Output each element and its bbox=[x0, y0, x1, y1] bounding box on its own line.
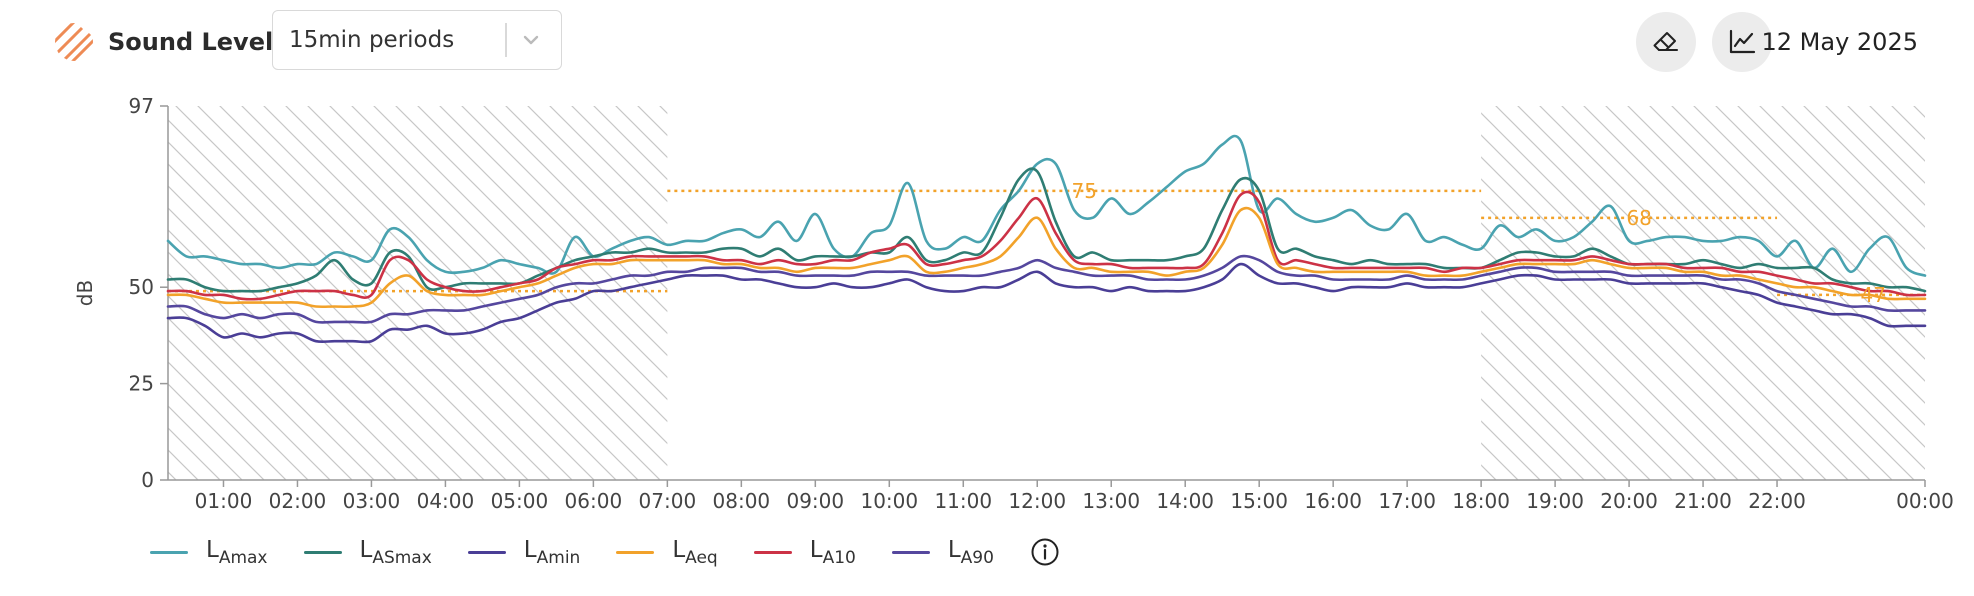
legend-swatch bbox=[753, 550, 792, 554]
chart-view-button[interactable] bbox=[1712, 12, 1772, 72]
y-tick-label: 25 bbox=[129, 372, 154, 396]
x-tick-label: 00:00 bbox=[1896, 489, 1954, 513]
legend-label: LASmax bbox=[359, 536, 432, 568]
series-la10 bbox=[166, 190, 1927, 301]
x-tick-label: 12:00 bbox=[1008, 489, 1066, 513]
x-tick-label: 10:00 bbox=[860, 489, 918, 513]
series-lamax bbox=[166, 134, 1927, 277]
legend: LAmax LASmax LAmin LAeq LA10 LA90 bbox=[150, 530, 1060, 574]
hatched-period-0 bbox=[168, 106, 668, 480]
select-divider bbox=[505, 23, 507, 57]
x-tick-label: 13:00 bbox=[1082, 489, 1140, 513]
x-tick-label: 01:00 bbox=[195, 489, 253, 513]
series-lamin bbox=[166, 262, 1927, 344]
x-tick-label: 22:00 bbox=[1748, 489, 1806, 513]
x-tick-label: 21:00 bbox=[1674, 489, 1732, 513]
limit-label: 68 bbox=[1626, 206, 1651, 230]
series-la90 bbox=[166, 254, 1927, 324]
legend-item-a10[interactable]: LA10 bbox=[753, 536, 856, 568]
app-title: Sound Levels bbox=[108, 28, 288, 56]
x-tick-label: 14:00 bbox=[1156, 489, 1214, 513]
x-tick-label: 05:00 bbox=[491, 489, 549, 513]
x-tick-label: 03:00 bbox=[343, 489, 401, 513]
legend-swatch bbox=[303, 550, 342, 554]
legend-swatch bbox=[616, 550, 655, 554]
limit-label: 75 bbox=[1072, 179, 1097, 203]
info-icon[interactable] bbox=[1030, 537, 1060, 567]
limit-label: 47 bbox=[1860, 283, 1885, 307]
legend-label: LA90 bbox=[947, 536, 994, 568]
sound-levels-chart: 0 25 50 97 01:00 02:00 03:00 04:00 05:00 06:00 07:… bbox=[73, 94, 1954, 513]
x-tick-label: 06:00 bbox=[565, 489, 623, 513]
x-tick-label: 02:00 bbox=[269, 489, 327, 513]
legend-label: LAmin bbox=[523, 536, 581, 568]
y-axis-label: dB bbox=[73, 280, 97, 306]
x-tick-label: 08:00 bbox=[713, 489, 771, 513]
x-tick-label: 19:00 bbox=[1526, 489, 1584, 513]
line-chart-icon bbox=[1729, 29, 1756, 54]
hatched-circle-logo bbox=[55, 23, 93, 61]
legend-item-amin[interactable]: LAmin bbox=[467, 536, 581, 568]
x-tick-label: 18:00 bbox=[1452, 489, 1510, 513]
legend-label: LA10 bbox=[809, 536, 856, 568]
x-tick-label: 07:00 bbox=[639, 489, 697, 513]
legend-label: LAeq bbox=[672, 536, 718, 568]
legend-item-asmax[interactable]: LASmax bbox=[303, 536, 432, 568]
period-select[interactable]: 15min periods bbox=[272, 10, 562, 70]
x-tick-label: 16:00 bbox=[1304, 489, 1362, 513]
legend-swatch bbox=[467, 550, 506, 554]
y-tick-label: 50 bbox=[129, 275, 154, 299]
x-tick-label: 15:00 bbox=[1230, 489, 1288, 513]
hatched-period-1 bbox=[1481, 106, 1925, 480]
x-tick-label: 17:00 bbox=[1378, 489, 1436, 513]
x-tick-label: 20:00 bbox=[1600, 489, 1658, 513]
clear-button[interactable] bbox=[1636, 12, 1696, 72]
legend-swatch bbox=[150, 550, 188, 554]
legend-item-aeq[interactable]: LAeq bbox=[616, 536, 718, 568]
chevron-down-icon[interactable] bbox=[519, 28, 543, 52]
period-select-value: 15min periods bbox=[289, 27, 455, 53]
legend-item-amax[interactable]: LAmax bbox=[150, 537, 268, 568]
x-tick-label: 04:00 bbox=[417, 489, 475, 513]
x-tick-label: 09:00 bbox=[786, 489, 844, 513]
legend-label: LAmax bbox=[206, 536, 268, 568]
date-label: 12 May 2025 bbox=[1761, 28, 1919, 56]
y-tick-label: 97 bbox=[129, 94, 154, 118]
x-tick-label: 11:00 bbox=[934, 489, 992, 513]
eraser-icon bbox=[1653, 32, 1678, 51]
toolbar: Sound Levels 15min periods 12 May 2025 bbox=[0, 0, 1974, 84]
legend-item-a90[interactable]: LA90 bbox=[891, 536, 994, 568]
y-tick-label: 0 bbox=[141, 468, 154, 492]
series-laeq bbox=[166, 206, 1927, 309]
legend-swatch bbox=[891, 550, 930, 554]
